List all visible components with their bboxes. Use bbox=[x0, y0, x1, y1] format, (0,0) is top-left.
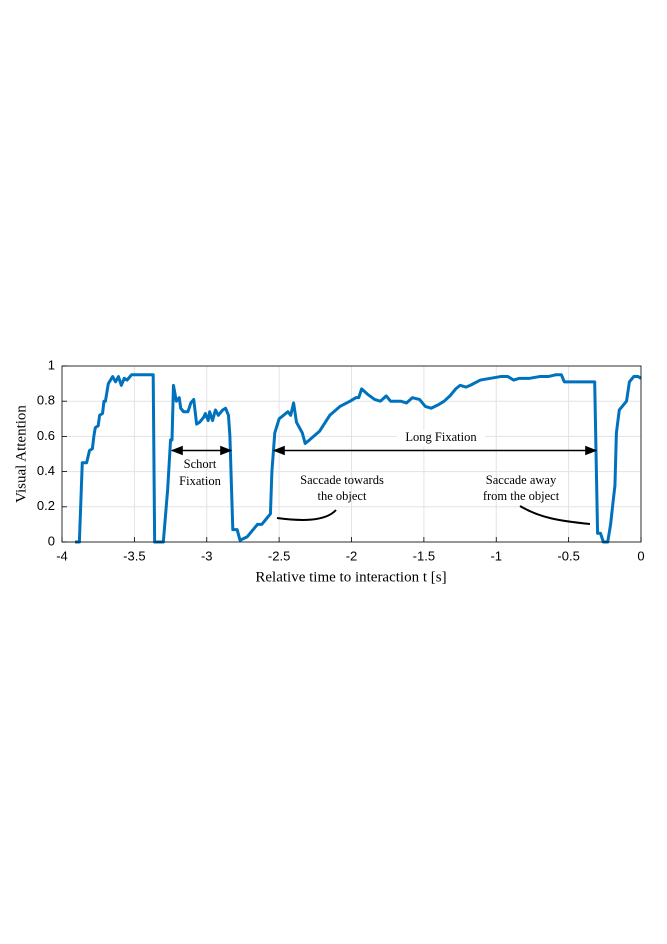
x-tick-label: -2 bbox=[346, 548, 358, 563]
annotation: Saccade away bbox=[486, 473, 557, 487]
y-tick-label: 0.8 bbox=[37, 393, 55, 408]
annotation: Fixation bbox=[179, 474, 221, 488]
x-tick-label: -0.5 bbox=[557, 548, 579, 563]
annotation: the object bbox=[318, 489, 367, 503]
x-tick-label: -3.5 bbox=[123, 548, 145, 563]
x-tick-label: 0 bbox=[637, 548, 644, 563]
y-tick-label: 0.4 bbox=[37, 463, 55, 478]
x-tick-label: -3 bbox=[201, 548, 213, 563]
saccade-away-curve bbox=[519, 505, 591, 525]
y-tick-label: 0.2 bbox=[37, 498, 55, 513]
annotation: Long Fixation bbox=[405, 430, 477, 444]
data-line bbox=[75, 373, 642, 544]
label-background bbox=[397, 430, 485, 446]
y-tick-label: 0 bbox=[48, 533, 55, 548]
x-tick-label: -1.5 bbox=[413, 548, 435, 563]
saccade-towards-curve bbox=[276, 509, 337, 521]
annotation: Schort bbox=[184, 457, 217, 471]
x-axis-label: Relative time to interaction t [s] bbox=[255, 569, 446, 585]
x-tick-label: -2.5 bbox=[268, 548, 290, 563]
grid bbox=[61, 365, 642, 543]
plot bbox=[75, 373, 642, 544]
x-tick-label: -1 bbox=[490, 548, 502, 563]
y-tick-label: 1 bbox=[48, 357, 55, 372]
annotation: from the object bbox=[483, 489, 560, 503]
x-tick-label: -4 bbox=[56, 548, 68, 563]
y-tick-label: 0.6 bbox=[37, 428, 55, 443]
annotation: Saccade towards bbox=[300, 473, 384, 487]
y-axis-label: Visual Attention bbox=[13, 405, 29, 503]
